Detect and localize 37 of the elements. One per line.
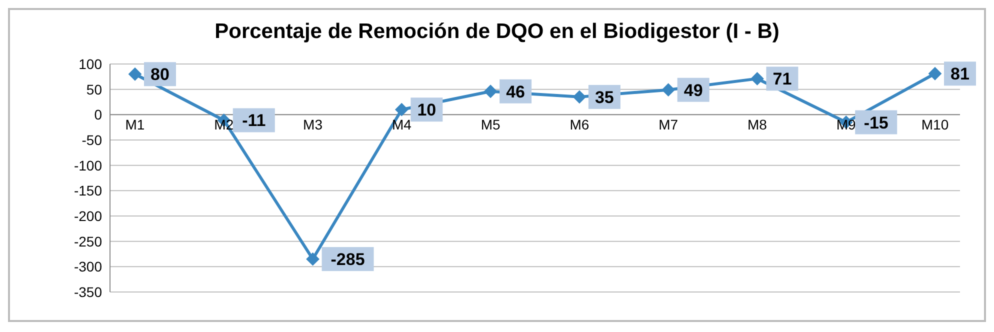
x-tick-label: M5 (480, 116, 500, 133)
data-label: 49 (684, 80, 703, 100)
data-label: 71 (772, 70, 792, 89)
y-tick-label: -150 (74, 182, 102, 199)
x-tick-label: M3 (303, 116, 323, 133)
point (484, 84, 498, 98)
point (662, 83, 675, 96)
y-tick-label: 50 (86, 81, 102, 98)
y-tick-label: -350 (74, 284, 102, 300)
chart-title: Porcentaje de Remoción de DQO en el Biodigestor (I - B) (214, 19, 780, 45)
data-label: 81 (950, 64, 970, 84)
x-tick-label: M4 (392, 116, 412, 133)
data-label: 80 (150, 65, 170, 84)
point (306, 252, 320, 266)
y-tick-label: -250 (74, 233, 102, 250)
point (395, 103, 408, 116)
x-tick-label: M7 (658, 116, 678, 133)
point (128, 68, 142, 81)
y-tick-label: -300 (74, 258, 102, 275)
point (928, 67, 942, 80)
data-label: 10 (417, 100, 436, 120)
x-tick-label: M10 (921, 116, 949, 133)
data-label: 46 (506, 82, 526, 102)
data-label: 35 (594, 88, 614, 107)
x-tick-label: M6 (570, 116, 590, 133)
y-tick-label: -100 (74, 157, 102, 174)
y-tick-label: 0 (94, 106, 102, 123)
y-tick-label: -50 (82, 132, 102, 148)
data-label: -15 (864, 113, 888, 132)
y-tick-label: -200 (74, 208, 102, 224)
x-tick-label: M1 (125, 116, 145, 133)
point (572, 90, 586, 104)
data-label: -11 (242, 111, 266, 130)
point (750, 72, 764, 86)
x-tick-label: M8 (747, 116, 768, 133)
data-label: -285 (330, 250, 365, 270)
y-tick-label: 100 (78, 56, 102, 72)
